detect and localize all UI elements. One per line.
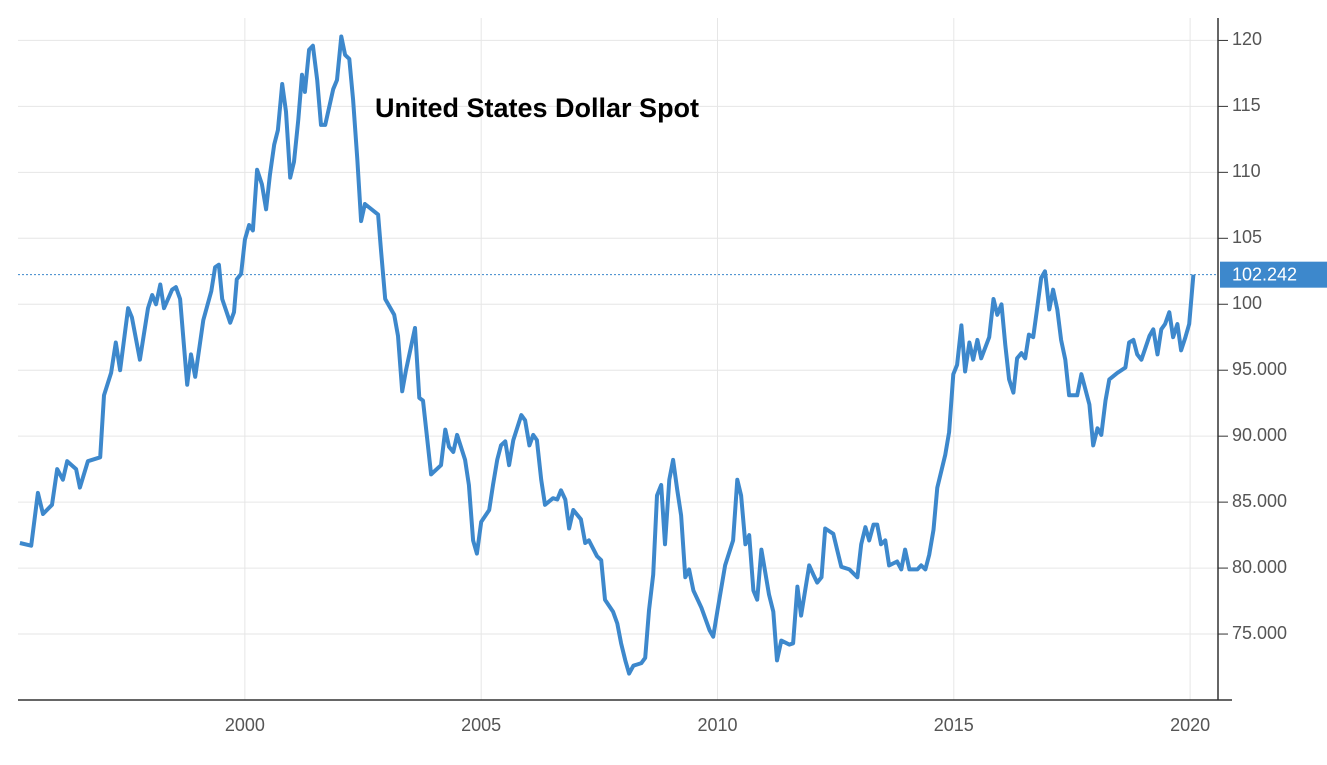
y-tick-label: 80.000 — [1232, 557, 1287, 577]
last-value-box — [1220, 261, 1327, 288]
y-tick-label: 115 — [1232, 95, 1261, 115]
y-tick-label: 105 — [1232, 227, 1262, 247]
x-tick-label: 2010 — [697, 715, 737, 735]
y-tick-label: 100 — [1232, 293, 1262, 313]
data-line — [19, 34, 1196, 676]
x-tick-label: 2000 — [225, 715, 265, 735]
chart-title: United States Dollar Spot — [375, 93, 699, 123]
y-tick-label: 75.000 — [1232, 623, 1287, 643]
y-tick-label: 110 — [1232, 161, 1261, 181]
y-tick-label: 90.000 — [1232, 425, 1287, 445]
y-tick-label: 95.000 — [1232, 359, 1287, 379]
y-tick-label: 120 — [1232, 29, 1262, 49]
last-value-label: 102.242 — [1232, 264, 1297, 284]
x-tick-label: 2005 — [461, 715, 501, 735]
y-tick-label: 85.000 — [1232, 491, 1287, 511]
x-tick-label: 2020 — [1170, 715, 1210, 735]
x-tick-label: 2015 — [934, 715, 974, 735]
